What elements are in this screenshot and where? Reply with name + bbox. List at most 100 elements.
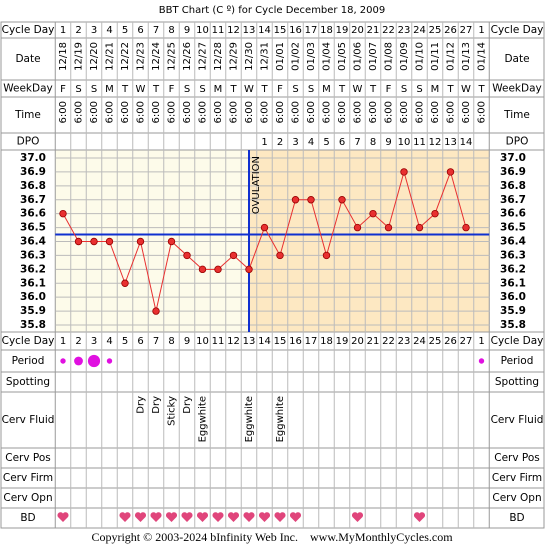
weekday: T	[477, 84, 485, 95]
y-tick-label: 36.4	[500, 236, 526, 248]
y-tick-label: 36.9	[20, 166, 46, 178]
row-label: Cerv Opn	[492, 492, 541, 504]
time: 6:00	[167, 101, 178, 123]
row-label: WeekDay	[3, 83, 53, 95]
row-label: Cycle Day	[491, 335, 544, 347]
time: 6:00	[337, 101, 348, 123]
y-tick-label: 36.1	[500, 277, 526, 289]
row-label: Cycle Day	[491, 24, 544, 36]
bd-heart	[351, 512, 364, 522]
dpo: 2	[277, 137, 283, 148]
bd-heart	[134, 512, 147, 522]
temp-point	[136, 237, 145, 246]
time: 6:00	[244, 101, 255, 123]
cycle-day: 18	[320, 25, 333, 36]
weekday: M	[431, 84, 440, 95]
time: 6:00	[151, 101, 162, 123]
temp-point	[462, 223, 470, 232]
y-tick-label: 35.9	[500, 305, 526, 317]
dpo: 9	[385, 137, 391, 148]
cycle-day: 26	[444, 25, 457, 36]
date: 12/30	[244, 42, 255, 71]
cycle-day: 7	[153, 25, 159, 36]
cycle-day: 12	[227, 336, 240, 347]
temp-point	[59, 209, 67, 218]
cycle-day: 15	[274, 25, 287, 36]
cycle-day: 14	[258, 25, 271, 36]
y-tick-label: 36.1	[20, 277, 46, 289]
date: 01/08	[384, 42, 395, 71]
date: 01/11	[430, 42, 441, 71]
dpo: 3	[292, 137, 298, 148]
y-tick-label: 36.7	[500, 194, 526, 206]
temp-point	[369, 209, 377, 218]
cycle-day: 10	[196, 25, 209, 36]
date: 01/07	[368, 42, 379, 71]
cycle-day: 23	[398, 25, 411, 36]
cycle-day: 5	[122, 25, 128, 36]
cycle-day: 26	[444, 336, 457, 347]
temp-point	[74, 237, 83, 246]
dpo: 5	[323, 137, 329, 148]
weekday: W	[353, 84, 363, 95]
y-tick-label: 36.9	[500, 166, 526, 178]
weekday: M	[214, 84, 223, 95]
cycle-day: 24	[413, 25, 426, 36]
weekday: S	[75, 84, 81, 95]
time: 6:00	[430, 101, 441, 123]
period-dot	[87, 354, 101, 368]
bd-heart	[413, 512, 426, 522]
time: 6:00	[461, 101, 472, 123]
time: 6:00	[260, 101, 271, 123]
row-label: Cycle Day	[2, 335, 55, 347]
row-label: Date	[504, 53, 529, 65]
period-dot	[74, 356, 83, 366]
row-label: Cerv Firm	[3, 472, 53, 484]
y-tick-label: 36.7	[20, 194, 46, 206]
time: 6:00	[368, 101, 379, 123]
dpo: 7	[354, 137, 360, 148]
y-tick-label: 36.0	[500, 291, 526, 303]
weekday: T	[152, 84, 160, 95]
bd-heart	[274, 512, 286, 522]
temp-point	[322, 251, 331, 260]
date: 01/06	[353, 42, 364, 71]
weekday: F	[169, 84, 175, 95]
weekday: T	[121, 84, 129, 95]
cycle-day: 22	[382, 25, 395, 36]
row-label: Time	[14, 109, 41, 121]
time: 6:00	[322, 101, 333, 123]
cycle-day: 8	[168, 336, 174, 347]
cycle-day: 11	[212, 25, 225, 36]
dpo: 1	[261, 137, 267, 148]
row-label: Time	[503, 109, 530, 121]
weekday: T	[260, 84, 268, 95]
cycle-day: 3	[91, 336, 97, 347]
cycle-day: 6	[137, 336, 143, 347]
bd-heart	[258, 512, 271, 522]
weekday: W	[136, 84, 146, 95]
dpo: 4	[308, 137, 314, 148]
row-label: BD	[20, 512, 35, 524]
row-label: WeekDay	[492, 83, 542, 95]
row-label: Spotting	[6, 376, 50, 388]
date: 12/20	[89, 42, 100, 71]
time: 6:00	[120, 101, 131, 123]
bd-heart	[150, 512, 162, 522]
row-label: Period	[501, 355, 534, 367]
cerv-fluid: Eggwhite	[198, 396, 209, 442]
time: 6:00	[415, 101, 426, 123]
cycle-day: 21	[367, 25, 380, 36]
cycle-day: 20	[351, 336, 364, 347]
date: 01/14	[477, 42, 488, 71]
temp-point	[384, 223, 393, 232]
cycle-day: 9	[184, 25, 190, 36]
cycle-day: 13	[243, 336, 256, 347]
weekday: S	[91, 84, 97, 95]
temp-point	[260, 223, 269, 232]
temp-point	[105, 237, 114, 246]
row-label: DPO	[17, 136, 40, 148]
cycle-day: 21	[367, 336, 380, 347]
cerv-fluid: Dry	[136, 396, 147, 414]
cycle-day: 16	[289, 25, 302, 36]
